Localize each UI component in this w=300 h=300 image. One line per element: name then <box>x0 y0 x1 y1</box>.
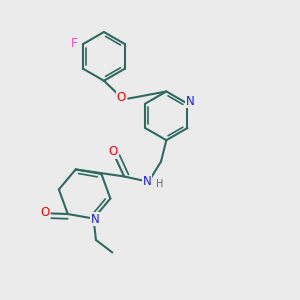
Text: H: H <box>156 179 164 189</box>
Text: O: O <box>116 91 126 103</box>
Text: N: N <box>186 95 195 108</box>
Text: O: O <box>109 145 118 158</box>
Text: N: N <box>143 175 152 188</box>
Text: F: F <box>71 37 78 50</box>
Text: N: N <box>91 213 99 226</box>
Text: O: O <box>40 206 50 219</box>
